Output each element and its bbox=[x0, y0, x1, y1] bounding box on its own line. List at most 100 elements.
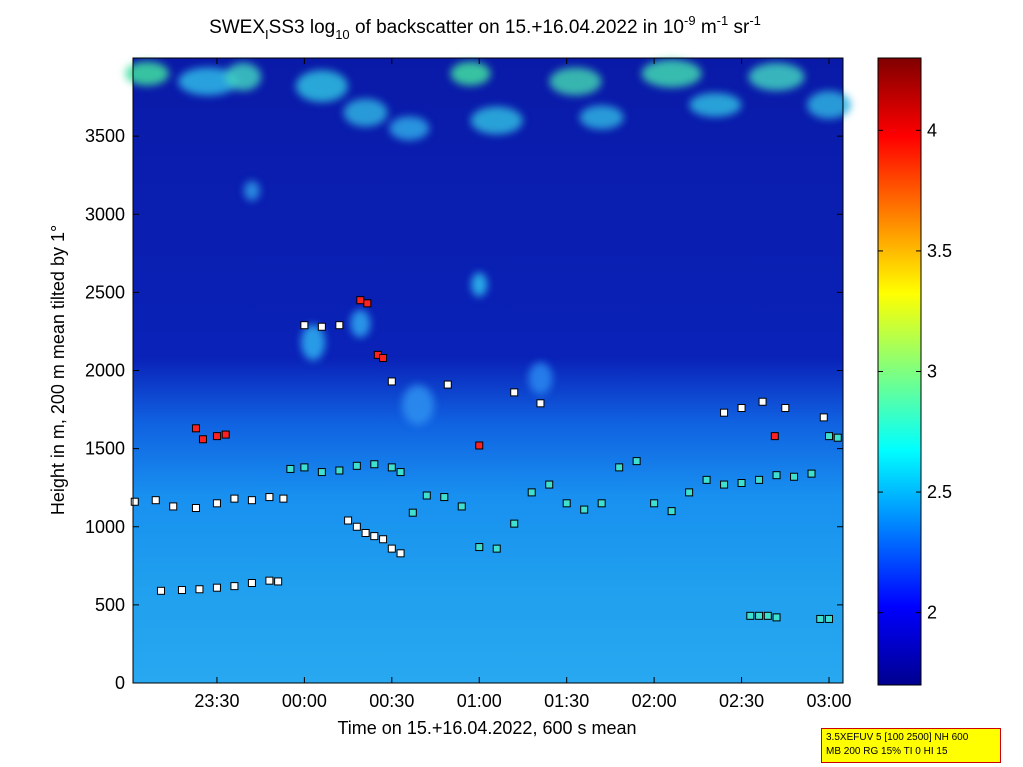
layer-marker bbox=[344, 516, 353, 525]
y-tick-label: 1000 bbox=[85, 517, 125, 537]
layer-marker bbox=[615, 463, 624, 472]
layer-marker bbox=[510, 519, 519, 528]
layer-marker bbox=[833, 433, 842, 442]
layer-marker bbox=[457, 502, 466, 511]
y-tick-label: 2500 bbox=[85, 282, 125, 302]
layer-marker bbox=[443, 380, 452, 389]
colorbar-tick-label: 2.5 bbox=[927, 482, 952, 502]
backscatter-patch bbox=[225, 62, 262, 91]
layer-marker bbox=[212, 499, 221, 508]
layer-marker bbox=[356, 296, 365, 305]
layer-marker bbox=[274, 577, 283, 586]
x-axis-label: Time on 15.+16.04.2022, 600 s mean bbox=[337, 718, 636, 738]
layer-marker bbox=[825, 614, 834, 623]
layer-marker bbox=[545, 480, 554, 489]
x-tick-label: 01:30 bbox=[544, 691, 589, 711]
layer-marker bbox=[632, 457, 641, 466]
layer-marker bbox=[770, 432, 779, 441]
layer-marker bbox=[737, 479, 746, 487]
layer-marker bbox=[352, 522, 361, 531]
layer-marker bbox=[212, 583, 221, 592]
layer-marker bbox=[755, 611, 764, 620]
layer-marker bbox=[230, 494, 239, 503]
layer-marker bbox=[370, 460, 379, 469]
layer-marker bbox=[685, 488, 694, 497]
colorbar-gradient bbox=[877, 57, 922, 686]
layer-marker bbox=[195, 585, 204, 594]
colorbar-tick-label: 3.5 bbox=[927, 241, 952, 261]
backscatter-patch bbox=[748, 62, 805, 91]
colorbar-tick-label: 2 bbox=[927, 603, 937, 623]
colorbar: 2 2.5 3 3.5 4 bbox=[877, 57, 952, 686]
y-tick-label: 1500 bbox=[85, 439, 125, 459]
layer-marker bbox=[510, 388, 519, 397]
x-tick-label: 02:00 bbox=[632, 691, 677, 711]
layer-marker bbox=[597, 499, 606, 508]
layer-marker bbox=[221, 430, 230, 439]
layer-marker bbox=[361, 529, 370, 537]
layer-marker bbox=[720, 480, 729, 489]
layer-marker bbox=[387, 463, 396, 472]
backscatter-patch bbox=[124, 61, 169, 86]
y-axis-label: Height in m, 200 m mean tilted by 1° bbox=[48, 225, 68, 515]
layer-marker bbox=[230, 582, 239, 591]
layer-marker bbox=[763, 611, 772, 620]
layer-marker bbox=[151, 496, 160, 505]
layer-marker bbox=[317, 468, 326, 477]
layer-marker bbox=[247, 496, 256, 505]
x-tick-label: 02:30 bbox=[719, 691, 764, 711]
backscatter-patch bbox=[549, 67, 602, 96]
layer-marker bbox=[177, 586, 186, 595]
info-line-1: 3.5XEFUV 5 [100 2500] NH 600 bbox=[826, 732, 969, 743]
layer-marker bbox=[737, 404, 746, 412]
colorbar-tick-label: 4 bbox=[927, 120, 937, 140]
info-line-2: MB 200 RG 15% TI 0 HI 15 bbox=[826, 746, 948, 757]
layer-marker bbox=[816, 614, 825, 623]
layer-marker bbox=[198, 435, 207, 444]
layer-marker bbox=[667, 507, 676, 516]
backscatter-patch bbox=[389, 116, 430, 141]
backscatter-patch bbox=[350, 309, 371, 338]
colorbar-tick-label: 3 bbox=[927, 362, 937, 382]
layer-marker bbox=[191, 424, 200, 433]
layer-marker bbox=[720, 408, 729, 417]
layer-marker bbox=[130, 497, 139, 506]
backscatter-patch bbox=[295, 70, 348, 103]
layer-marker bbox=[702, 475, 711, 484]
layer-marker bbox=[475, 543, 484, 552]
layer-marker bbox=[527, 488, 536, 497]
y-tick-label: 3000 bbox=[85, 204, 125, 224]
layer-marker bbox=[807, 469, 816, 478]
layer-marker bbox=[363, 299, 372, 308]
layer-marker bbox=[286, 464, 295, 473]
layer-marker bbox=[475, 441, 484, 450]
layer-marker bbox=[379, 354, 388, 362]
layer-marker bbox=[422, 491, 431, 500]
layer-marker bbox=[755, 475, 764, 484]
layer-marker bbox=[746, 611, 755, 620]
backscatter-patch bbox=[343, 98, 388, 127]
layer-marker bbox=[279, 494, 288, 503]
layer-marker bbox=[300, 321, 309, 330]
layer-marker bbox=[317, 322, 326, 331]
x-tick-label: 03:00 bbox=[806, 691, 851, 711]
layer-marker bbox=[492, 544, 501, 553]
layer-marker bbox=[265, 493, 274, 502]
plot-area bbox=[124, 57, 852, 684]
layer-marker bbox=[335, 466, 344, 475]
layer-marker bbox=[335, 321, 344, 330]
layer-marker bbox=[562, 499, 571, 508]
y-tick-label: 2000 bbox=[85, 361, 125, 381]
layer-marker bbox=[191, 504, 200, 512]
layer-marker bbox=[387, 377, 396, 386]
layer-marker bbox=[396, 468, 405, 477]
layer-marker bbox=[247, 579, 256, 587]
layer-marker bbox=[819, 413, 828, 422]
layer-marker bbox=[387, 544, 396, 553]
layer-marker bbox=[825, 432, 834, 441]
backscatter-patch bbox=[579, 105, 624, 130]
layer-marker bbox=[790, 472, 799, 481]
backscatter-patch bbox=[471, 272, 488, 297]
layer-marker bbox=[212, 432, 221, 441]
backscatter-patch bbox=[450, 61, 491, 86]
